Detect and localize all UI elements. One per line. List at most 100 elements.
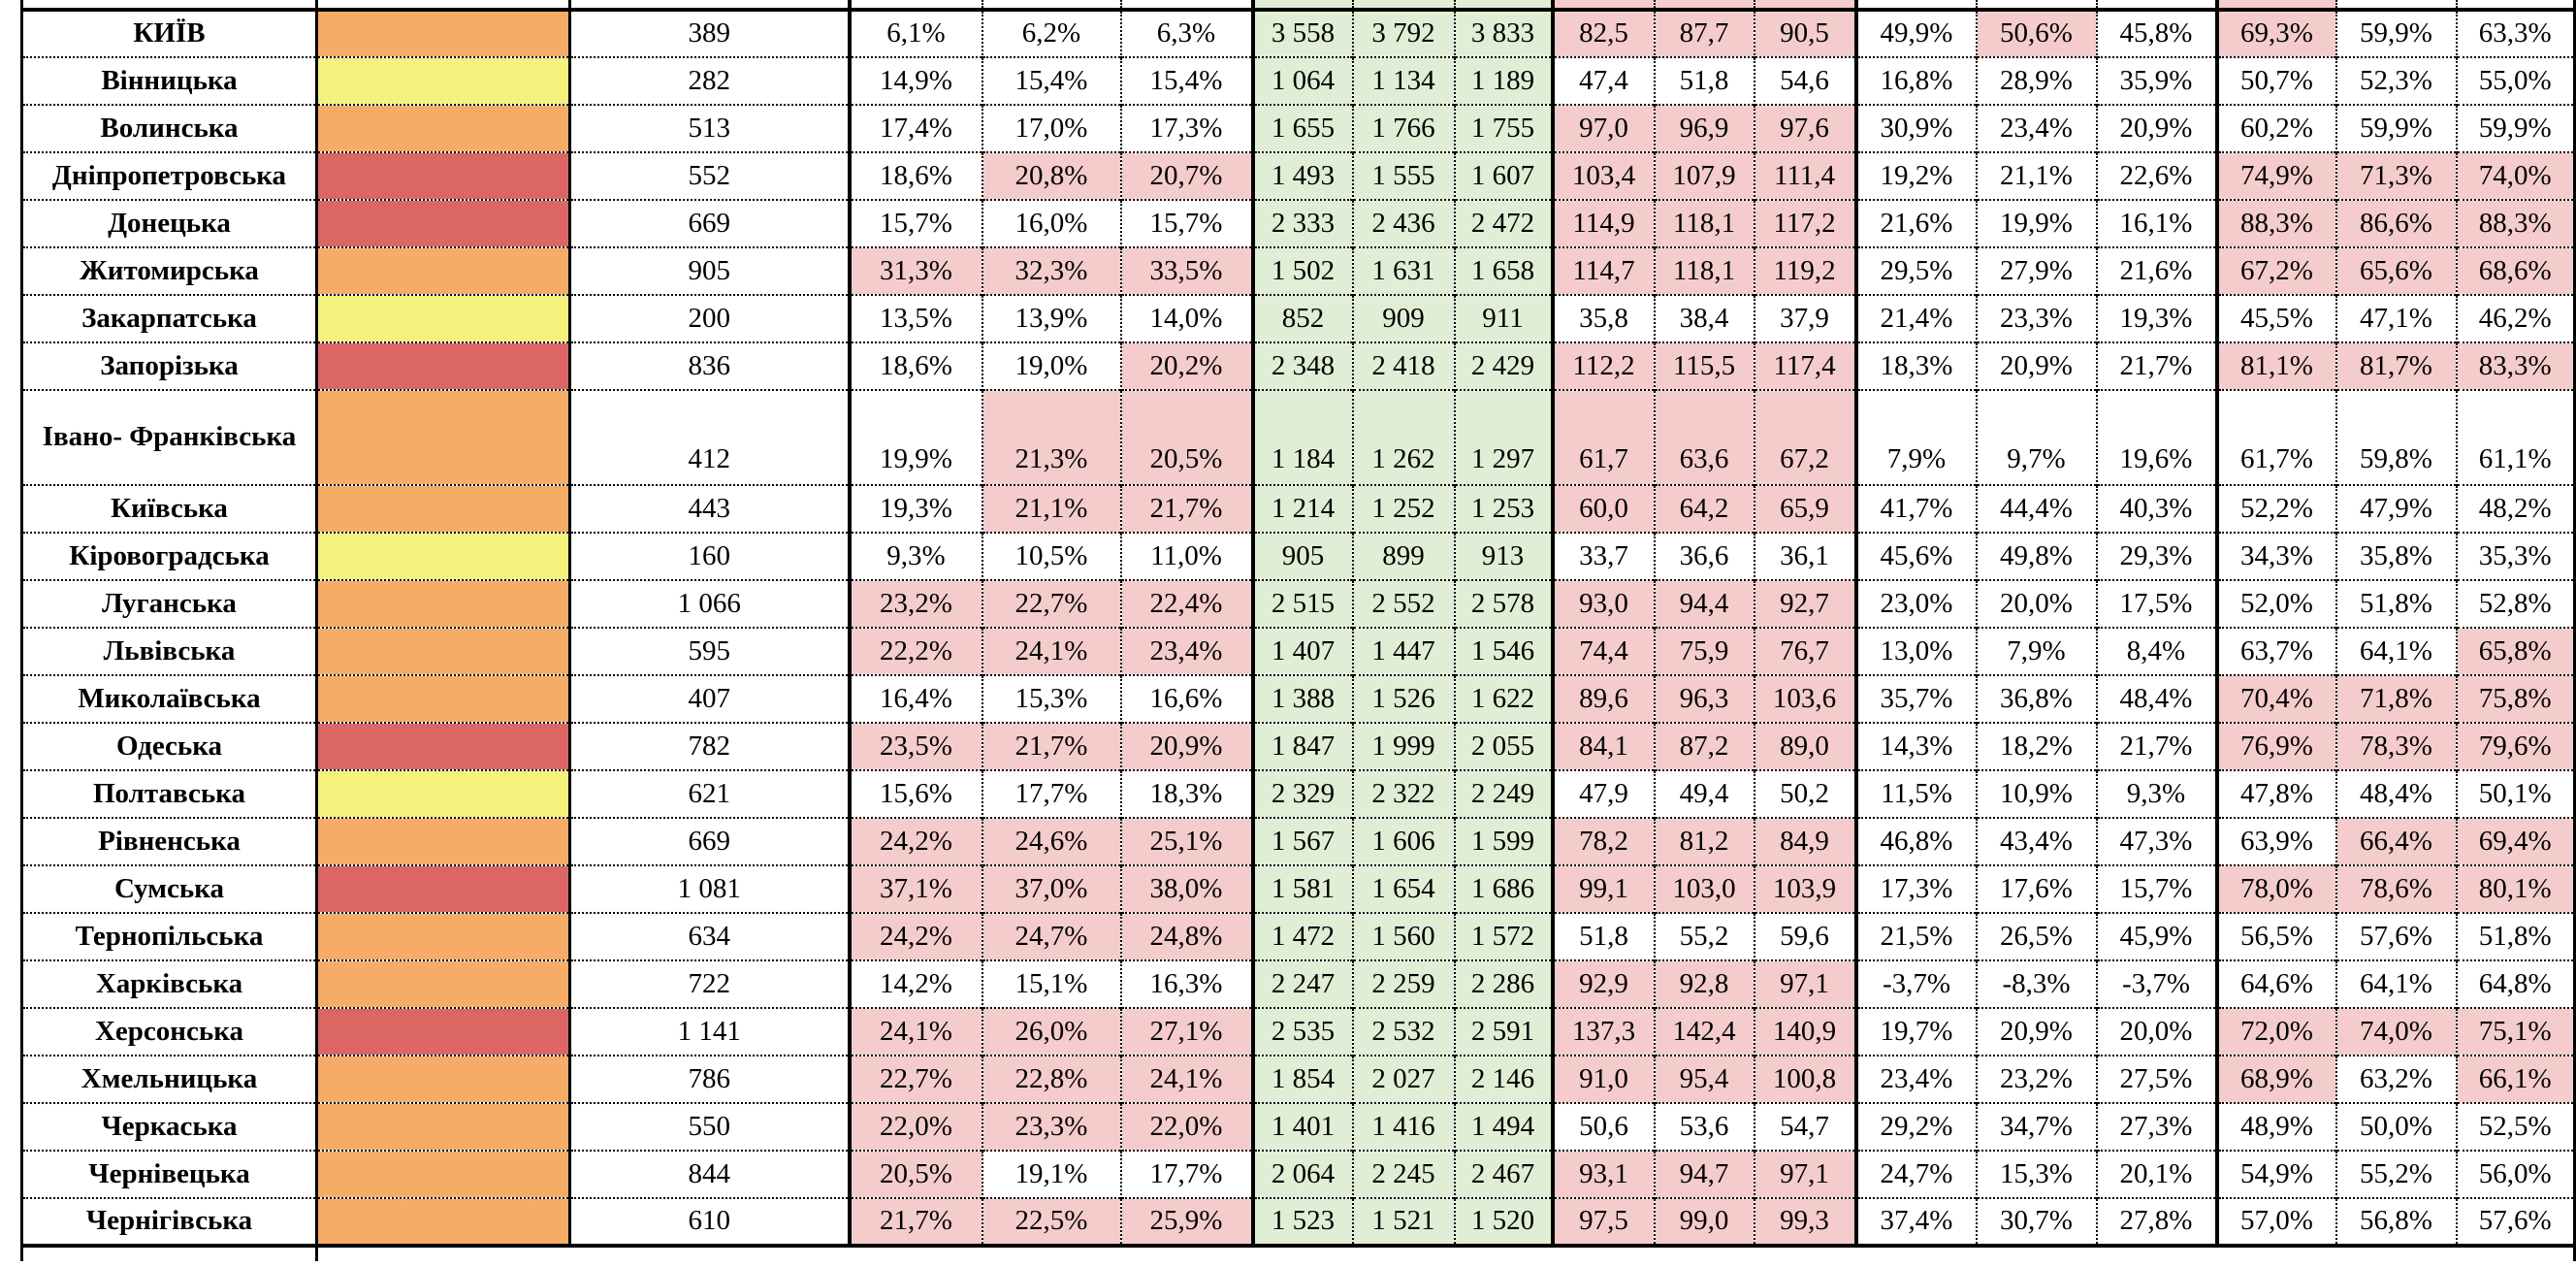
value-cell: 67,2 [1754, 390, 1858, 485]
value-cell: 75,9 [1654, 628, 1755, 675]
header-cell [316, 0, 571, 10]
value-cell: 95,4 [1654, 1056, 1755, 1103]
value-cell: 2 247 [1252, 960, 1354, 1008]
value-cell: 1 546 [1454, 628, 1555, 675]
value-cell: 114,7 [1552, 247, 1656, 295]
value-cell: 7,9% [1976, 628, 2098, 675]
rating-color-cell [316, 390, 571, 485]
value-cell: 63,6 [1654, 390, 1755, 485]
value-cell: 65,6% [2335, 247, 2458, 295]
value-cell: 19,9% [849, 390, 983, 485]
value-cell: 14,9% [849, 57, 983, 105]
value-cell: 6,1% [849, 10, 983, 57]
value-cell: 1 252 [1352, 485, 1456, 533]
value-cell: 19,1% [982, 1151, 1122, 1198]
value-cell: 48,4% [2335, 770, 2458, 818]
value-cell: 1 766 [1352, 105, 1456, 152]
value-cell: 27,9% [1976, 247, 2098, 295]
value-cell: 50,6% [1976, 10, 2098, 57]
value-cell: 66,4% [2335, 818, 2458, 865]
value-cell: 31,3% [849, 247, 983, 295]
table-row: Львівська 595 22,2% 24,1% 23,4% 1 407 1 447 1 5… [21, 628, 2575, 675]
region-name: Сумська [21, 865, 318, 913]
value-cell: 84,1 [1552, 723, 1656, 770]
value-cell: 17,4% [849, 105, 983, 152]
value-cell: 21,7% [1120, 485, 1255, 533]
value-cell: 57,6% [2335, 913, 2458, 960]
value-cell: 45,9% [2096, 913, 2219, 960]
value-cell: 2 055 [1454, 723, 1555, 770]
value-cell: 65,8% [2456, 628, 2575, 675]
value-cell: 47,8% [2216, 770, 2337, 818]
value-cell: 27,3% [2096, 1103, 2219, 1151]
value-cell: 1 189 [1454, 57, 1555, 105]
value-cell: 22,7% [982, 580, 1122, 628]
value-cell: 117,4 [1754, 342, 1858, 390]
value-cell: 60,0 [1552, 485, 1656, 533]
value-cell: 1 847 [1252, 723, 1354, 770]
header-cell [982, 0, 1122, 10]
value-cell: 22,0% [1120, 1103, 1255, 1151]
value-cell: 22,8% [982, 1056, 1122, 1103]
value-cell: 23,0% [1855, 580, 1978, 628]
value-cell: 909 [1352, 295, 1456, 342]
value-cell: 2 472 [1454, 200, 1555, 247]
value-cell: 114,9 [1552, 200, 1656, 247]
value-cell: 103,4 [1552, 152, 1656, 200]
value-cell: 21,7% [2096, 723, 2219, 770]
value-cell: 64,6% [2216, 960, 2337, 1008]
value-cell: 92,7 [1754, 580, 1858, 628]
value-cell: 15,7% [2096, 865, 2219, 913]
value-cell: 2 535 [1252, 1008, 1354, 1056]
value-cell: 63,3% [2456, 10, 2575, 57]
value-cell: 20,5% [1120, 390, 1255, 485]
value-cell: 51,8% [2456, 913, 2575, 960]
value-cell: 23,3% [982, 1103, 1122, 1151]
value-cell: 78,0% [2216, 865, 2337, 913]
value-cell: 1 631 [1352, 247, 1456, 295]
value-cell: 38,4 [1654, 295, 1755, 342]
value-cell: 2 027 [1352, 1056, 1456, 1103]
value-cell: 2 418 [1352, 342, 1456, 390]
value-cell: 81,1% [2216, 342, 2337, 390]
value-cell: 1 407 [1252, 628, 1354, 675]
value-cell: 36,6 [1654, 533, 1755, 580]
count-cell: 786 [569, 1056, 852, 1103]
footer-row-partial [21, 1246, 2575, 1261]
value-cell: 48,2% [2456, 485, 2575, 533]
value-cell: 18,6% [849, 342, 983, 390]
value-cell: 15,3% [982, 675, 1122, 723]
value-cell: 64,2 [1654, 485, 1755, 533]
value-cell: 3 833 [1454, 10, 1555, 57]
value-cell: 1 262 [1352, 390, 1456, 485]
count-cell: 1 081 [569, 865, 852, 913]
region-name: Рівненська [21, 818, 318, 865]
value-cell: 19,3% [849, 485, 983, 533]
table-row: Закарпатська 200 13,5% 13,9% 14,0% 852 909 911 3… [21, 295, 2575, 342]
value-cell: 91,0 [1552, 1056, 1656, 1103]
value-cell: 72,0% [2216, 1008, 2337, 1056]
rating-color-cell [316, 1103, 571, 1151]
value-cell: 30,9% [1855, 105, 1978, 152]
value-cell: 1 494 [1454, 1103, 1555, 1151]
value-cell: 22,6% [2096, 152, 2219, 200]
header-cell [2335, 0, 2458, 10]
value-cell: 17,3% [1855, 865, 1978, 913]
value-cell: 15,7% [849, 200, 983, 247]
value-cell: 48,4% [2096, 675, 2219, 723]
count-cell: 669 [569, 818, 852, 865]
value-cell: 81,2 [1654, 818, 1755, 865]
value-cell: 34,3% [2216, 533, 2337, 580]
region-name: Тернопільська [21, 913, 318, 960]
value-cell: 2 286 [1454, 960, 1555, 1008]
value-cell: 82,5 [1552, 10, 1656, 57]
rating-color-cell [316, 1198, 571, 1246]
value-cell: 19,0% [982, 342, 1122, 390]
value-cell: 19,3% [2096, 295, 2219, 342]
header-cell [1120, 0, 1255, 10]
value-cell: 47,9% [2335, 485, 2458, 533]
value-cell: 1 388 [1252, 675, 1354, 723]
value-cell: 66,1% [2456, 1056, 2575, 1103]
value-cell: 1 581 [1252, 865, 1354, 913]
value-cell: 20,9% [1976, 1008, 2098, 1056]
